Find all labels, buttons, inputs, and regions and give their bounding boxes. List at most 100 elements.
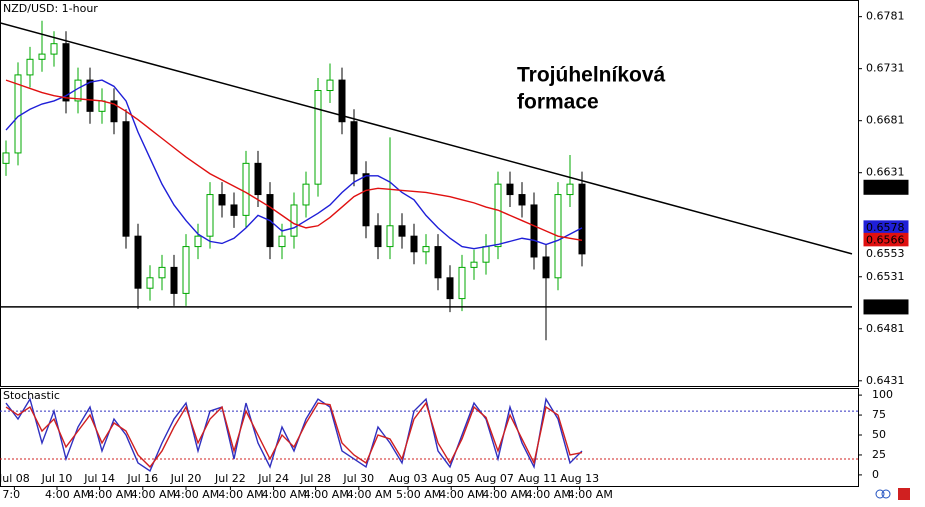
- x-sublabel: 4:00 AM: [439, 488, 484, 501]
- x-sublabel: 4:00 AM: [304, 488, 349, 501]
- candle-body: [518, 194, 526, 206]
- y-tick-label: 0.6731: [866, 62, 905, 75]
- price-label: 0.6578: [866, 221, 905, 234]
- x-tick-label: Aug 03: [389, 472, 428, 485]
- link-icon[interactable]: [875, 489, 885, 499]
- candle-body: [422, 246, 430, 253]
- y-tick-label: 0.6681: [866, 114, 905, 127]
- candle-body: [278, 235, 286, 248]
- main-panel: [0, 0, 859, 387]
- candle-body: [206, 194, 214, 237]
- y-tick-label: 0.6481: [866, 322, 905, 335]
- y-tick-label: 50: [872, 428, 886, 441]
- moving-average: [5, 79, 583, 242]
- moving-average: [5, 79, 583, 250]
- candle-body: [230, 204, 238, 216]
- candle-body: [26, 58, 34, 76]
- candle-body: [290, 204, 298, 237]
- x-sublabel: 7:0: [2, 488, 20, 501]
- candle-body: [242, 162, 250, 216]
- x-tick-label: Jul 20: [170, 472, 202, 485]
- x-sublabel: 4:00 AM: [347, 488, 392, 501]
- candle-body: [470, 261, 478, 268]
- panel-title: Stochastic: [3, 389, 60, 402]
- toolbar-icons[interactable]: [875, 488, 910, 500]
- x-tick-label: Aug 05: [432, 472, 471, 485]
- title-bg: [1, 1, 97, 16]
- x-tick-label: Jul 16: [126, 472, 158, 485]
- candle-body: [98, 100, 106, 112]
- candle-body: [134, 235, 142, 289]
- x-sublabel: 4:00 AM: [218, 488, 263, 501]
- price-label: 0.6502: [866, 300, 905, 313]
- candle-body: [374, 225, 382, 248]
- candle-body: [338, 79, 346, 123]
- candle-body: [158, 266, 166, 279]
- candle-body: [542, 256, 550, 279]
- y-tick-label: 0.6631: [866, 166, 905, 179]
- candle-body: [254, 162, 262, 196]
- y-tick-label: 0.6781: [866, 10, 905, 23]
- x-tick-label: Jul 30: [342, 472, 374, 485]
- candle-body: [302, 183, 310, 206]
- candle-body: [182, 246, 190, 294]
- candle-body: [314, 90, 322, 185]
- candle-body: [170, 266, 178, 294]
- candle-body: [458, 266, 466, 300]
- x-sublabel: 5:00 AM: [396, 488, 441, 501]
- candle-body: [494, 183, 502, 248]
- x-tick-label: Jul 22: [214, 472, 246, 485]
- candle-body: [410, 235, 418, 253]
- stochastic-line: [5, 401, 583, 468]
- y-tick-label: 100: [872, 388, 893, 401]
- candles: [2, 20, 586, 341]
- stochastic-panel: [0, 388, 859, 487]
- candle-body: [218, 194, 226, 206]
- candle-body: [110, 100, 118, 123]
- candle-body: [14, 74, 22, 154]
- candle-body: [122, 121, 130, 237]
- x-sublabel: 4:00 AM: [45, 488, 90, 501]
- candle-body: [350, 121, 358, 175]
- close-icon[interactable]: [898, 488, 910, 500]
- x-tick-label: Aug 13: [560, 472, 599, 485]
- annotation: Trojúhelníková: [517, 64, 666, 87]
- candle-body: [578, 183, 586, 255]
- candle-body: [62, 43, 70, 102]
- candle-body: [446, 277, 454, 300]
- candle-body: [566, 183, 574, 196]
- x-tick-label: Jul 10: [41, 472, 73, 485]
- chart-title: NZD/USD: 1-hour: [3, 2, 98, 15]
- y-tick-label: 0.6431: [866, 374, 905, 387]
- y-tick-label: 75: [872, 408, 886, 421]
- x-sublabel: 4:00 AM: [568, 488, 613, 501]
- x-tick-label: Aug 11: [518, 472, 557, 485]
- y-tick-label: 25: [872, 448, 886, 461]
- price-label: 0.6553: [866, 247, 905, 260]
- candle-body: [434, 246, 442, 279]
- stochastic-line: [5, 397, 583, 472]
- x-tick-label: Jul 08: [0, 472, 30, 485]
- x-tick-label: Jul 14: [83, 472, 115, 485]
- price-label: 0.6617: [866, 180, 905, 193]
- x-sublabel: 4:00 AM: [262, 488, 307, 501]
- candle-body: [2, 152, 10, 164]
- candle-body: [326, 79, 334, 92]
- candle-body: [194, 235, 202, 248]
- trend-line: [0, 22, 853, 255]
- y-tick-label: 0.6531: [866, 270, 905, 283]
- x-sublabel: 4:00 AM: [526, 488, 571, 501]
- candle-body: [482, 246, 490, 263]
- x-sublabel: 4:00 AM: [88, 488, 133, 501]
- candle-body: [362, 173, 370, 227]
- x-tick-label: Jul 24: [257, 472, 289, 485]
- candle-body: [530, 204, 538, 258]
- candle-body: [398, 225, 406, 237]
- price-label-box: [863, 299, 909, 315]
- candle-body: [146, 277, 154, 289]
- candle-body: [38, 53, 46, 60]
- candle-body: [50, 43, 58, 55]
- link-icon[interactable]: [881, 489, 891, 499]
- candle-body: [86, 79, 94, 112]
